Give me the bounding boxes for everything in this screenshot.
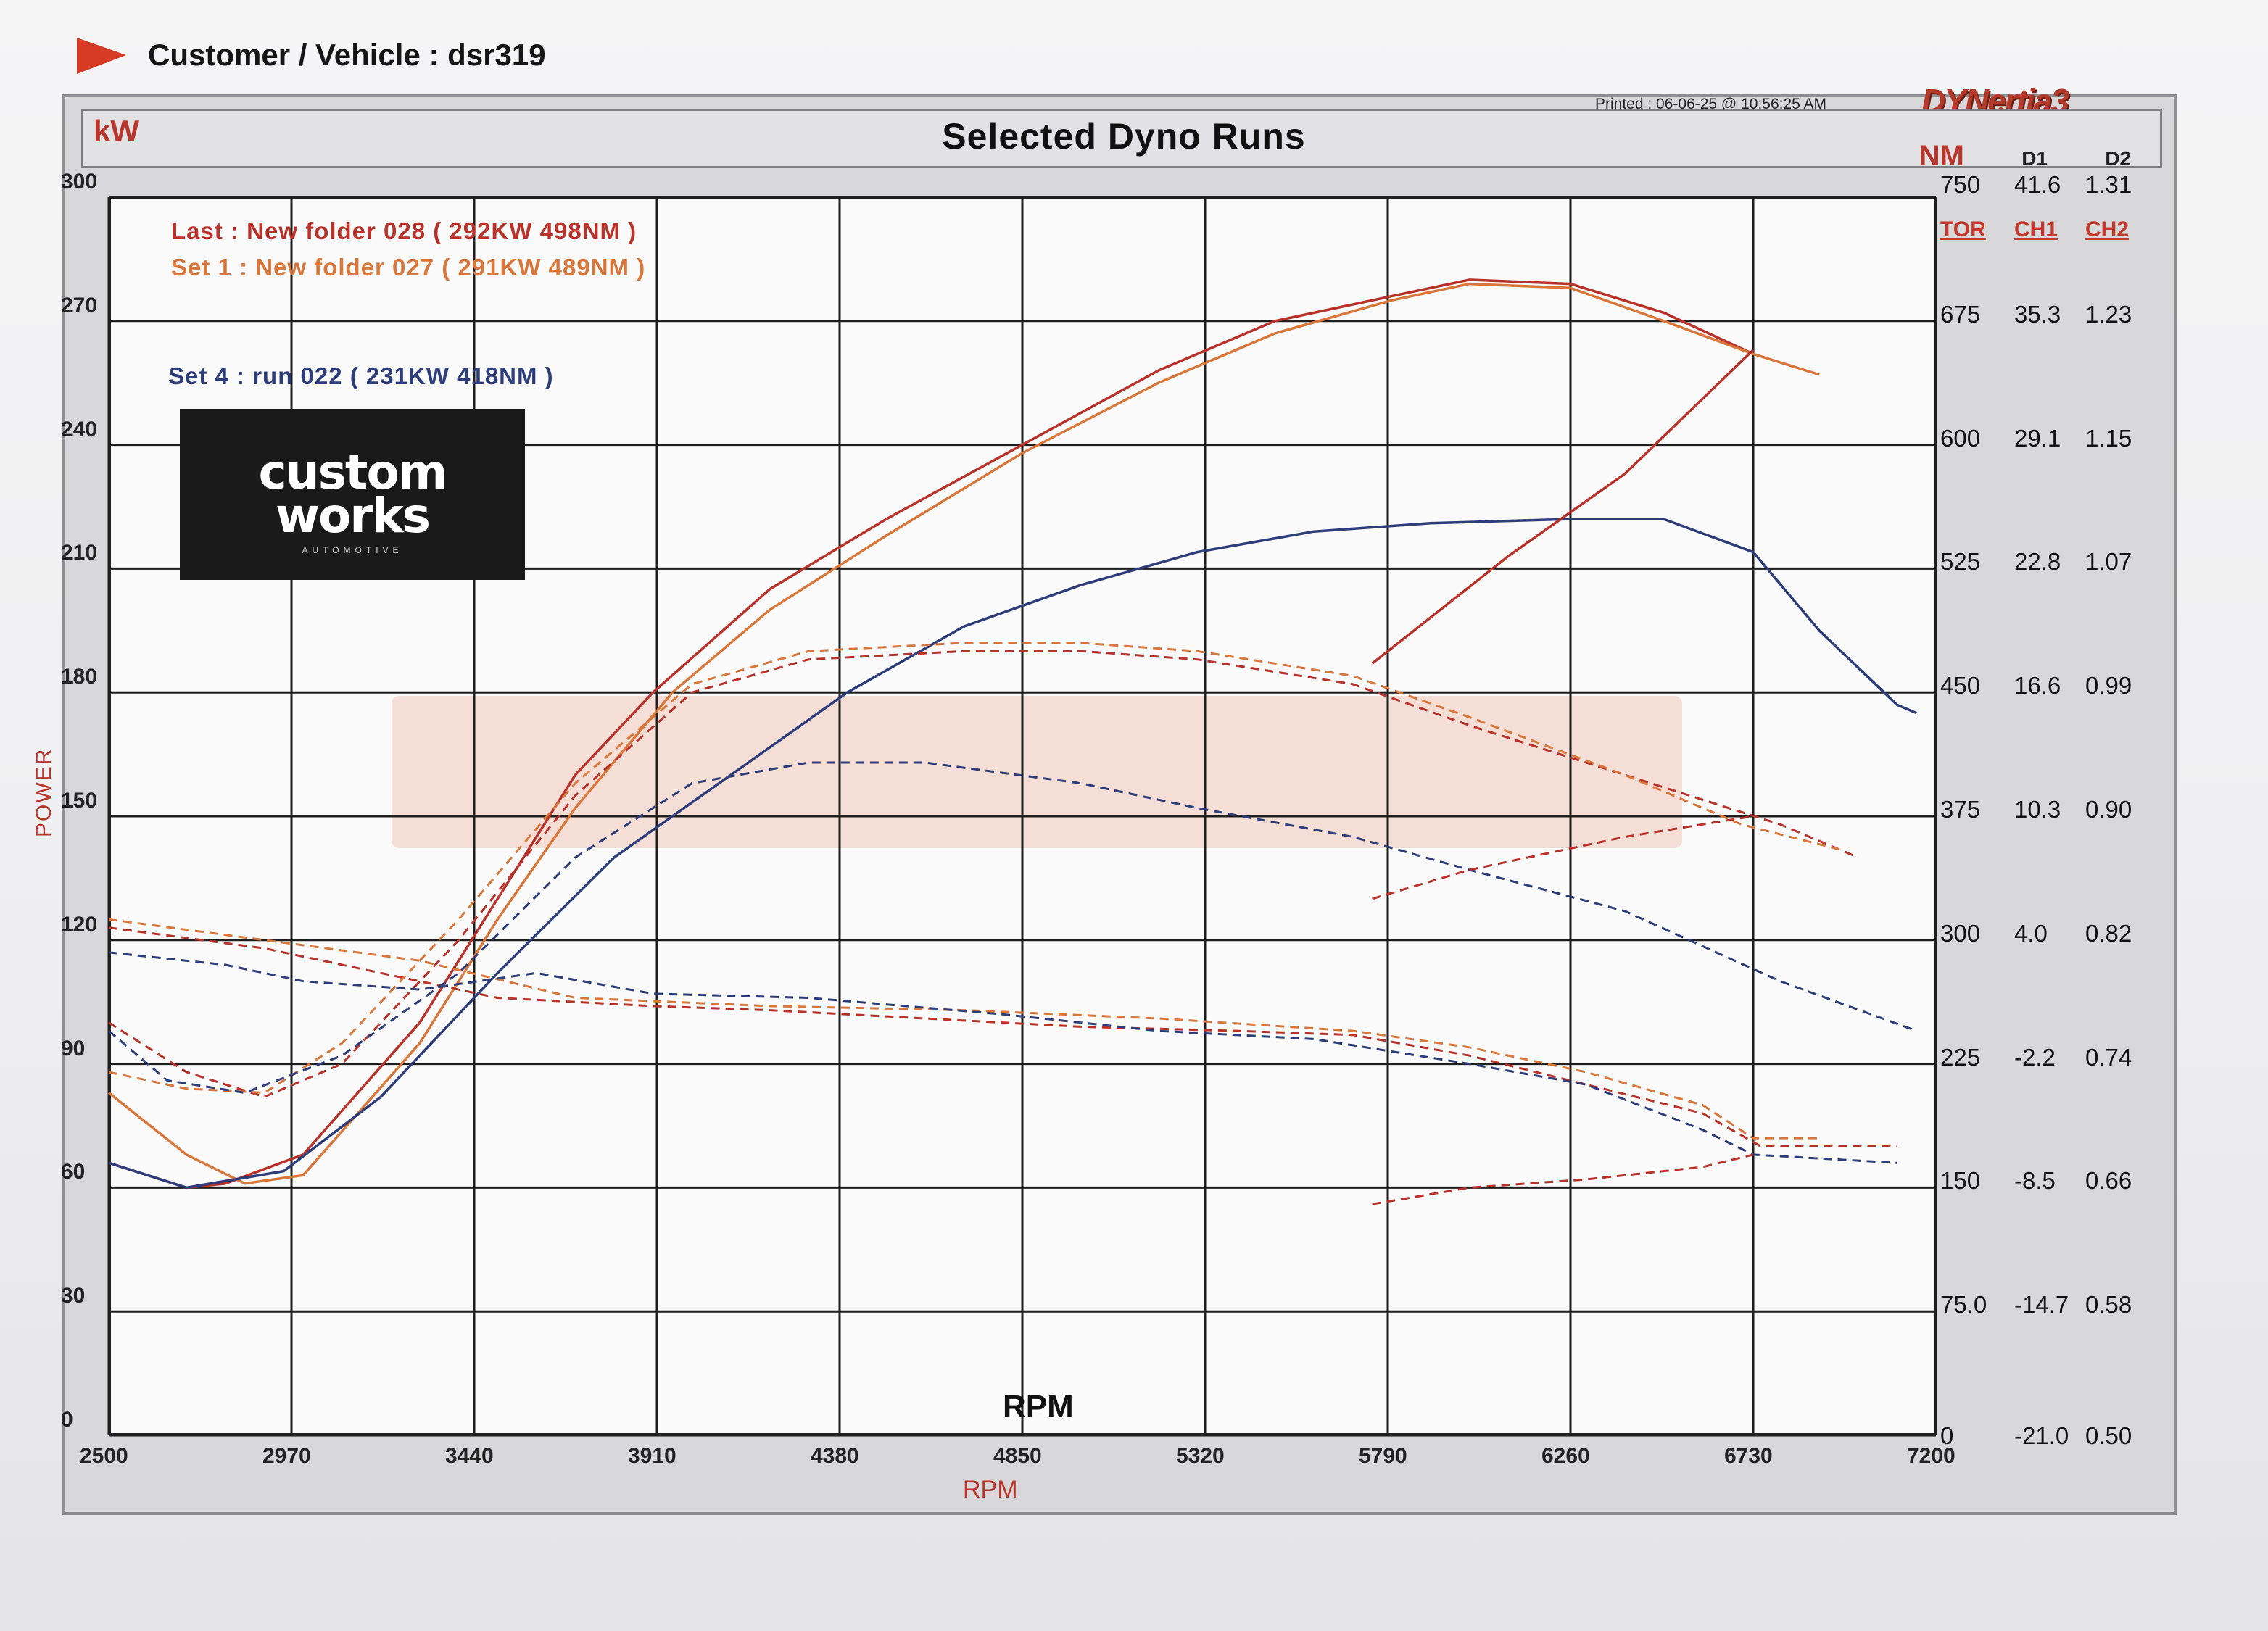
right-tick-label: 1.15 — [2085, 424, 2132, 452]
right-tick-label: 16.6 — [2014, 672, 2061, 700]
right-tick-label: -14.7 — [2014, 1291, 2069, 1319]
right-tick-label: 0.82 — [2085, 919, 2132, 947]
x-tick-label: 5320 — [1176, 1444, 1225, 1468]
printed-timestamp: Printed : 06-06-25 @ 10:56:25 AM — [1595, 96, 1827, 112]
chart-title: Selected Dyno Runs — [942, 116, 1306, 157]
right-tick-label: 1.31 — [2085, 171, 2132, 198]
y-tick-label: 270 — [61, 293, 98, 318]
logo-line-1: custom — [258, 444, 447, 500]
title-bar: Selected Dyno Runs kW NM D1 D2 — [81, 109, 2162, 172]
series-line-9 — [108, 761, 1917, 1094]
series-line-2 — [108, 518, 1917, 1190]
x-tick-label: 2500 — [80, 1444, 128, 1468]
custom-works-logo: custom works AUTOMOTIVE — [180, 409, 525, 580]
d2-label: D2 — [2105, 147, 2131, 170]
header-arrow-icon — [77, 38, 126, 74]
series-line-4 — [108, 926, 1897, 1147]
d1-label: D1 — [2021, 147, 2048, 170]
right-tick-label: 0.74 — [2085, 1043, 2132, 1071]
right-tick-label: 0.66 — [2085, 1167, 2132, 1195]
right-tick-label: -2.2 — [2014, 1043, 2056, 1071]
right-tick-label: 1.07 — [2085, 548, 2132, 576]
x-axis-title-secondary: RPM — [963, 1476, 1018, 1503]
y-tick-label: 300 — [61, 170, 98, 194]
right-tick-label: 35.3 — [2014, 300, 2061, 328]
right-tick-label: 10.3 — [2014, 796, 2061, 823]
right-tick-label: 75.0 — [1940, 1291, 1987, 1319]
right-unit-label: NM — [1919, 140, 1964, 172]
x-tick-label: 7200 — [1907, 1444, 1955, 1468]
right-axis-header: CH2 — [2085, 217, 2130, 241]
logo-line-2: works — [275, 488, 431, 544]
legend-item-last: Last : New folder 028 ( 292KW 498NM ) — [171, 217, 637, 244]
x-tick-label: 4850 — [993, 1444, 1042, 1468]
grid-lines — [107, 196, 1937, 1437]
x-tick-label: 2970 — [262, 1444, 311, 1468]
series-line-0 — [108, 278, 1754, 1190]
right-tick-label: 375 — [1940, 796, 1981, 823]
x-tick-label: 6730 — [1724, 1444, 1773, 1468]
right-tick-label: 0.90 — [2085, 796, 2132, 823]
x-tick-label: 3440 — [445, 1444, 494, 1468]
right-tick-label: 675 — [1940, 300, 1981, 328]
y-tick-label: 60 — [61, 1160, 86, 1184]
right-tick-label: 0.50 — [2085, 1422, 2132, 1449]
right-tick-label: -21.0 — [2014, 1422, 2069, 1449]
y-tick-label: 90 — [61, 1036, 86, 1061]
y-axis-title: POWER — [32, 747, 56, 837]
legend-item-set4: Set 4 : run 022 ( 231KW 418NM ) — [168, 362, 554, 389]
right-tick-label: 0.99 — [2085, 672, 2132, 700]
x-tick-label: 3910 — [628, 1444, 676, 1468]
series-line-11 — [1372, 1153, 1754, 1205]
right-axis-header: TOR — [1940, 217, 1986, 241]
legend-item-set1: Set 1 : New folder 027 ( 291KW 489NM ) — [171, 254, 646, 281]
right-tick-label: 300 — [1940, 919, 1981, 947]
x-tick-label: 4380 — [811, 1444, 859, 1468]
series-line-10 — [1372, 815, 1754, 900]
right-tick-label: 4.0 — [2014, 919, 2048, 947]
right-tick-label: 0.58 — [2085, 1291, 2132, 1319]
right-tick-label: 150 — [1940, 1167, 1981, 1195]
y-tick-label: 240 — [61, 417, 98, 441]
y-tick-label: 30 — [61, 1284, 86, 1308]
series-line-6 — [108, 951, 1897, 1164]
series-line-3 — [1371, 349, 1755, 665]
right-tick-label: 0 — [1940, 1422, 1954, 1449]
right-tick-label: 41.6 — [2014, 171, 2061, 198]
y-tick-label: 0 — [61, 1408, 73, 1432]
x-tick-label: 5790 — [1359, 1444, 1407, 1468]
y-tick-label: 210 — [61, 541, 98, 565]
y-tick-label: 150 — [61, 789, 98, 813]
series-line-1 — [107, 282, 1820, 1185]
right-tick-label: 22.8 — [2014, 548, 2061, 576]
y-tick-label: 180 — [61, 665, 98, 689]
right-tick-label: 29.1 — [2014, 424, 2061, 452]
left-unit-label: kW — [94, 114, 139, 148]
right-tick-label: 1.23 — [2085, 300, 2132, 328]
customer-vehicle-label: Customer / Vehicle : dsr319 — [148, 38, 546, 72]
right-tick-label: 225 — [1940, 1043, 1981, 1071]
right-axis-header: CH1 — [2014, 217, 2058, 241]
right-tick-label: 750 — [1940, 171, 1981, 198]
right-tick-label: 600 — [1940, 424, 1981, 452]
right-tick-label: 450 — [1940, 672, 1981, 700]
x-axis-title: RPM — [1003, 1389, 1074, 1424]
right-tick-label: -8.5 — [2014, 1167, 2056, 1195]
x-tick-label: 6260 — [1541, 1444, 1590, 1468]
right-tick-label: 525 — [1940, 548, 1981, 576]
y-tick-label: 120 — [61, 912, 98, 937]
series-line-5 — [108, 918, 1820, 1140]
series-line-8 — [108, 642, 1839, 1094]
series-line-7 — [108, 650, 1859, 1098]
logo-subtitle: AUTOMOTIVE — [302, 545, 403, 555]
logo-wordmark: custom works — [180, 444, 525, 544]
series-group — [107, 278, 1917, 1205]
